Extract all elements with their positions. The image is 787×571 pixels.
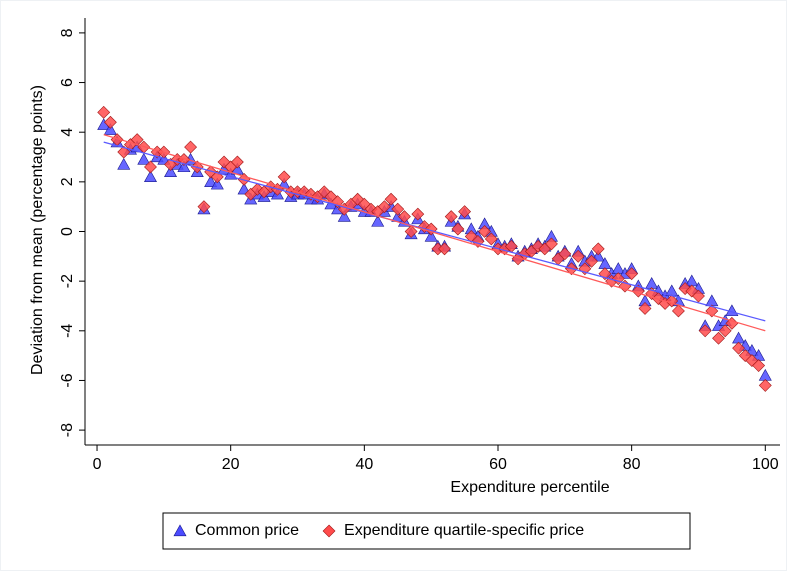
y-tick-label: 8 [59,28,76,37]
point [451,222,465,236]
y-axis-label: Deviation from mean (percentage points) [29,85,46,375]
fit-line [103,134,766,332]
point [144,160,157,174]
point [692,289,705,303]
point [444,210,458,224]
x-tick-label: 0 [93,456,102,473]
point [237,182,251,195]
y-tick-label: -4 [59,324,76,338]
point [97,105,111,119]
point [204,175,218,187]
point [337,209,351,222]
point [638,302,652,315]
x-tick-label: 60 [489,456,507,473]
point [130,133,144,147]
point [304,187,318,201]
point [758,378,772,392]
point [117,145,131,159]
point [712,331,725,345]
point [404,225,418,238]
legend-marker [173,524,187,537]
point [117,157,131,170]
point [531,239,545,253]
point [277,177,291,190]
y-tick-label: 6 [59,78,76,87]
point [277,170,291,184]
point [591,242,605,256]
point [438,242,451,256]
y-tick-label: 4 [59,128,76,137]
point [137,152,151,165]
point [611,272,625,286]
point [738,349,752,363]
point [558,247,572,261]
point [424,229,438,242]
y-tick-label: -8 [59,423,76,437]
point [384,192,398,206]
point [478,225,492,238]
x-tick-label: 100 [752,456,779,473]
point [391,202,405,216]
point [377,200,391,214]
point [732,341,745,355]
point [398,210,411,224]
point [164,165,178,178]
point [678,282,692,296]
y-tick-label: -6 [59,373,76,387]
point [458,205,472,219]
point [571,249,585,263]
point [752,359,766,372]
x-tick-label: 40 [355,456,373,473]
point [371,214,385,227]
point [625,267,639,281]
point [351,192,365,206]
legend [162,512,691,550]
x-tick-label: 20 [222,456,240,473]
point [357,197,371,211]
point [591,249,605,262]
point [545,237,558,251]
y-tick-label: 2 [59,177,76,186]
legend-label: Expenditure quartile-specific price [344,522,584,539]
fit-line [103,141,766,322]
point [103,115,117,129]
legend-label: Common price [195,522,299,539]
point [464,230,478,243]
point [585,254,598,268]
point [143,170,157,182]
point [671,304,685,318]
point [745,354,759,368]
point [230,155,244,169]
point [484,232,498,246]
point [197,200,211,214]
point [411,207,425,221]
y-tick-label: -2 [59,274,76,288]
x-tick-label: 80 [623,456,641,473]
point [184,140,198,154]
point [250,182,264,196]
x-axis-label: Expenditure percentile [450,479,609,496]
point [210,177,224,190]
point [698,324,712,338]
legend-marker [322,524,336,538]
point [177,160,191,173]
point [718,324,732,338]
point [103,123,117,135]
y-tick-label: 0 [59,227,76,236]
